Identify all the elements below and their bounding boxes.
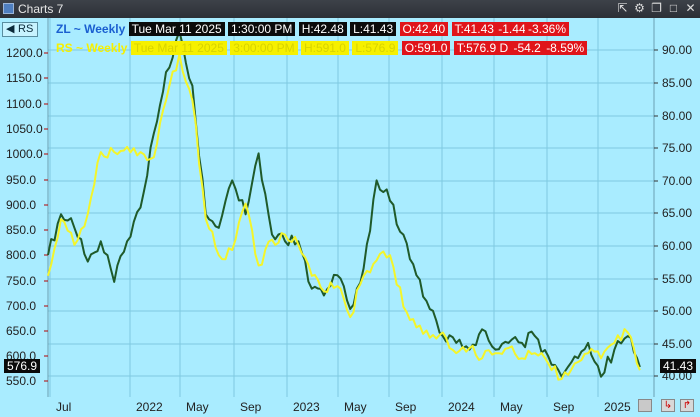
left-axis-tick: 700.0 [6,299,37,313]
legend-zl-time: 1:30:00 PM [228,22,296,36]
legend-rs-symbol: RS ~ Weekly [56,41,128,55]
right-axis-tick: 75.00 [662,141,693,155]
chart-app-icon [3,3,14,14]
x-axis-tick: Jul [56,400,72,414]
right-axis-tick: 90.00 [662,43,693,57]
right-axis-tick: 50.00 [662,304,693,318]
left-axis-tick: 900.0 [6,198,37,212]
gear-icon[interactable]: ⚙ [634,1,645,15]
legend-zl-high: H:42.48 [298,22,347,36]
legend-rs-low: L:576.9 [352,41,399,55]
left-axis-tick: 850.0 [6,223,37,237]
x-axis-tick: 2022 [136,400,163,414]
chevron-left-icon: ◀ [6,23,15,35]
right-axis-tick: 80.00 [662,109,693,123]
left-axis-tick: 1050.0 [6,122,43,136]
right-axis-tick: 55.00 [662,272,693,286]
right-axis-tick: 45.00 [662,337,693,351]
left-axis-tick: 800.0 [6,248,37,262]
left-axis-tick: 1100.0 [6,97,42,111]
legend-zl-change: -1.44 [496,22,526,36]
window-title: Charts 7 [18,2,64,16]
x-axis-tick: May [186,400,209,414]
left-axis-tick: 650.0 [6,324,37,338]
legend-rs-pct: -8.59% [543,41,588,55]
instrument-button[interactable]: ◀ RS [2,22,38,37]
legend-zl-pct: -3.36% [524,22,569,36]
x-axis-tick: 2024 [448,400,475,414]
legend-rs-time: 3:00:00 PM [230,41,298,55]
scroll-corner[interactable] [638,399,652,412]
right-price-label: 41.43 [660,359,697,373]
x-axis-tick: 2025 [604,400,631,414]
x-axis-tick: Sep [240,400,262,414]
export-icon[interactable]: ⇱ [617,1,628,15]
legend-zl-open: O:42.40 [399,22,449,36]
left-axis-tick: 1200.0 [6,46,43,60]
legend-rs-last: T:576.9 D [453,41,512,55]
legend-zl-low: L:41.43 [350,22,397,36]
x-axis-tick: May [344,400,367,414]
left-price-label: 576.9 [4,359,41,373]
close-icon[interactable]: ✕ [685,1,696,15]
legend-rs: RS ~ Weekly Tue Mar 11 2025 3:00:00 PM H… [56,41,588,55]
window-titlebar: Charts 7 ⇱ ⚙ ❐ □ ✕ [0,0,700,18]
legend-rs-date: Tue Mar 11 2025 [130,41,227,55]
x-axis-tick: Sep [553,400,575,414]
restore-icon[interactable]: ❐ [651,1,662,15]
left-axis-tick: 1000.0 [6,147,43,161]
right-axis-tick: 70.00 [662,174,693,188]
left-axis-tick: 550.0 [6,374,37,388]
rs-series-line [47,53,641,381]
legend-zl: ZL ~ Weekly Tue Mar 11 2025 1:30:00 PM H… [56,22,569,36]
legend-rs-open: O:591.0 [401,41,451,55]
left-axis-tick: 950.0 [6,173,37,187]
right-axis-tick: 65.00 [662,206,693,220]
expand-icon[interactable]: ↱ [680,399,694,412]
right-axis-tick: 85.00 [662,76,693,90]
x-axis-tick: May [500,400,523,414]
x-axis-tick: 2023 [293,400,320,414]
x-axis-tick: Sep [395,400,417,414]
left-axis-tick: 750.0 [6,274,37,288]
scroll-end-icon[interactable]: ↳ [661,399,675,412]
right-axis-tick: 60.00 [662,239,693,253]
left-axis-tick: 1150.0 [6,71,42,85]
legend-rs-change: -54.2 [510,41,544,55]
legend-rs-high: H:591.0 [300,41,349,55]
legend-zl-last: T:41.43 [451,22,497,36]
legend-zl-date: Tue Mar 11 2025 [128,22,225,36]
maximize-icon[interactable]: □ [669,1,678,15]
legend-zl-symbol: ZL ~ Weekly [56,22,126,36]
